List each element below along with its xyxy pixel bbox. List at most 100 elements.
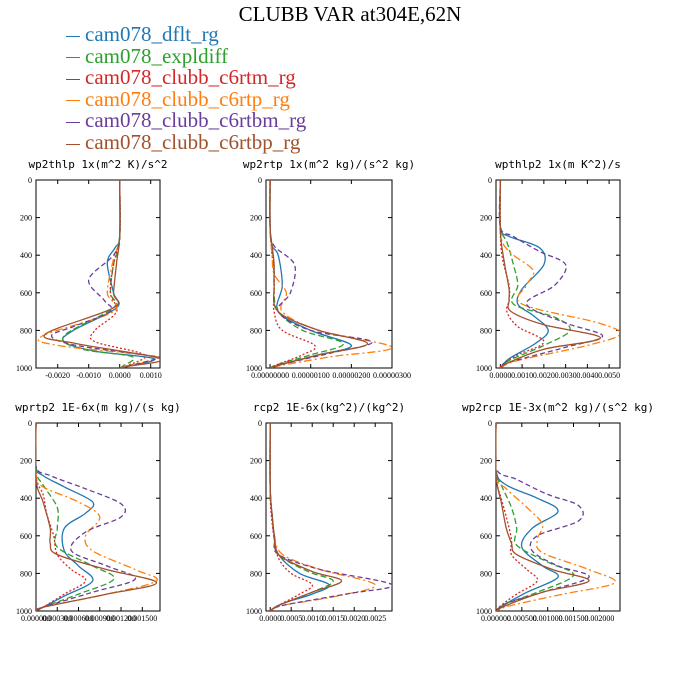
plot-frame — [35, 179, 161, 369]
x-tick-label: 0.000900 — [85, 614, 115, 623]
y-tick-label: 600 — [20, 289, 32, 298]
x-tick-label: 0.0005 — [280, 614, 302, 623]
y-tick-label: 800 — [20, 569, 32, 578]
legend: cam078_dflt_rg cam078_expldiff cam078_cl… — [66, 22, 306, 154]
x-tick-label: 0.0000 — [489, 371, 511, 380]
y-tick-label: 1000 — [476, 607, 492, 616]
plot-frame — [35, 422, 161, 612]
x-tick-label: 0.000000 — [481, 614, 511, 623]
series-line-cam078_clubb_c6rtp_rg — [37, 180, 160, 368]
series-line-cam078_dflt_rg — [496, 423, 559, 611]
x-tick-label: 0.0025 — [364, 614, 386, 623]
y-tick-label: 600 — [250, 532, 262, 541]
legend-swatch — [66, 143, 80, 145]
x-tick-label: 0.001500 — [127, 614, 157, 623]
y-tick-label: 1000 — [16, 364, 32, 373]
series-line-cam078_clubb_c6rtbp_rg — [499, 180, 602, 368]
plot-frame — [265, 422, 393, 612]
series-line-cam078_clubb_c6rtm_rg — [496, 423, 539, 611]
x-tick-label: -0.0010 — [76, 371, 101, 380]
y-tick-label: 200 — [480, 457, 492, 466]
plot-frame — [495, 422, 621, 612]
legend-label: cam078_clubb_c6rtbm_rg — [85, 108, 307, 133]
legend-label: cam078_clubb_c6rtp_rg — [85, 86, 290, 111]
x-tick-label: 0.002000 — [584, 614, 614, 623]
x-tick-label: 0.000600 — [64, 614, 94, 623]
series-line-cam078_dflt_rg — [499, 180, 549, 368]
plot-frame — [495, 179, 621, 369]
series-line-cam078_dflt_rg — [61, 180, 156, 368]
x-tick-label: 0.0020 — [533, 371, 555, 380]
y-tick-label: 0 — [258, 176, 262, 185]
y-tick-label: 1000 — [246, 364, 262, 373]
series-line-cam078_clubb_c6rtp_rg — [269, 180, 392, 368]
x-tick-label: 0.00000000 — [251, 371, 289, 380]
legend-label: cam078_dflt_rg — [85, 22, 219, 46]
series-line-cam078_dflt_rg — [269, 180, 353, 368]
panel-title: wp2rcp 1E-3x(m^2 kg)/(s^2 kg) — [462, 401, 654, 414]
series-line-cam078_clubb_c6rtbm_rg — [498, 180, 604, 368]
y-tick-label: 600 — [250, 289, 262, 298]
figure-title: CLUBB VAR at304E,62N — [238, 2, 462, 26]
series-line-cam078_clubb_c6rtm_rg — [269, 180, 317, 368]
panel-title: wprtp2 1E-6x(m kg)/(s kg) — [15, 401, 181, 414]
series-line-cam078_clubb_c6rtbp_rg — [269, 423, 343, 611]
y-tick-label: 800 — [480, 326, 492, 335]
series-line-cam078_clubb_c6rtbm_rg — [36, 423, 136, 611]
series-line-cam078_dflt_rg — [269, 423, 330, 611]
legend-swatch — [66, 122, 80, 124]
legend-swatch — [66, 35, 80, 37]
plot-frame — [265, 179, 393, 369]
legend-entry: cam078_dflt_rg — [66, 22, 306, 46]
y-tick-label: 200 — [20, 457, 32, 466]
series-line-cam078_clubb_c6rtm_rg — [499, 180, 545, 368]
x-tick-label: 0.0000 — [109, 371, 131, 380]
y-tick-label: 400 — [480, 251, 492, 260]
y-tick-label: 0 — [488, 419, 492, 428]
y-tick-label: 800 — [250, 569, 262, 578]
y-tick-label: 0 — [28, 419, 32, 428]
x-tick-label: 0.000300 — [42, 614, 72, 623]
y-tick-label: 600 — [480, 289, 492, 298]
x-tick-label: 0.001500 — [559, 614, 589, 623]
series-line-cam078_clubb_c6rtm_rg — [89, 180, 147, 368]
series-line-cam078_expldiff — [269, 423, 334, 611]
y-tick-label: 400 — [20, 251, 32, 260]
series-line-cam078_clubb_c6rtbp_rg — [269, 180, 369, 368]
legend-entry: cam078_clubb_c6rtbm_rg — [66, 110, 306, 132]
y-tick-label: 200 — [480, 214, 492, 223]
series-line-cam078_clubb_c6rtbm_rg — [496, 423, 590, 611]
legend-entry: cam078_clubb_c6rtbp_rg — [66, 129, 306, 154]
series-line-cam078_expldiff — [62, 180, 135, 368]
series-line-cam078_clubb_c6rtp_rg — [269, 423, 376, 611]
y-tick-label: 200 — [250, 214, 262, 223]
series-line-cam078_clubb_c6rtbm_rg — [50, 180, 160, 368]
x-tick-label: 0.0015 — [322, 614, 344, 623]
series-line-cam078_clubb_c6rtp_rg — [499, 180, 620, 368]
legend-label: cam078_clubb_c6rtbp_rg — [85, 129, 301, 154]
x-tick-label: 0.0010 — [511, 371, 533, 380]
y-tick-label: 800 — [20, 326, 32, 335]
legend-entry: cam078_clubb_c6rtp_rg — [66, 86, 306, 111]
y-tick-label: 1000 — [246, 607, 262, 616]
series-line-cam078_expldiff — [269, 180, 344, 368]
y-tick-label: 400 — [480, 494, 492, 503]
y-tick-label: 400 — [250, 494, 262, 503]
series-line-cam078_clubb_c6rtp_rg — [496, 423, 617, 611]
x-tick-label: 0.0050 — [598, 371, 620, 380]
series-line-cam078_clubb_c6rtm_rg — [269, 423, 313, 611]
series-line-cam078_clubb_c6rtp_rg — [36, 423, 159, 611]
legend-swatch — [66, 57, 80, 59]
y-tick-label: 1000 — [16, 607, 32, 616]
x-tick-label: 0.0000 — [259, 614, 281, 623]
x-tick-label: -0.0020 — [45, 371, 70, 380]
y-tick-label: 200 — [250, 457, 262, 466]
x-tick-label: 0.00000300 — [373, 371, 411, 380]
y-tick-label: 0 — [258, 419, 262, 428]
legend-label: cam078_expldiff — [85, 43, 229, 68]
y-tick-label: 600 — [20, 532, 32, 541]
x-tick-label: 0.00000200 — [332, 371, 370, 380]
series-line-cam078_clubb_c6rtm_rg — [36, 423, 87, 611]
legend-entry: cam078_expldiff — [66, 43, 306, 68]
